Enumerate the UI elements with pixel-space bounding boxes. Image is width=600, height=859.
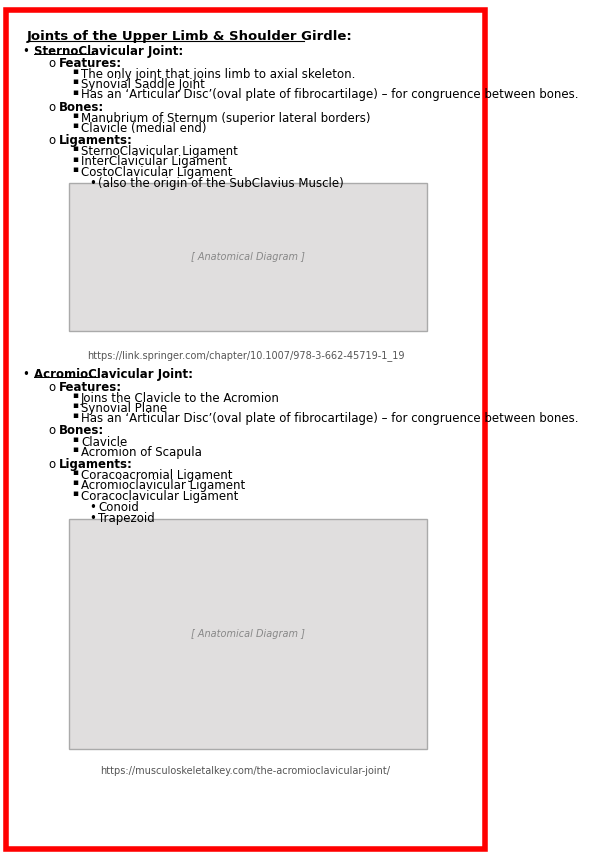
Text: Trapezoid: Trapezoid [98, 512, 155, 525]
Text: o: o [48, 134, 55, 147]
Text: Clavicle: Clavicle [81, 436, 127, 448]
Text: ▪: ▪ [72, 401, 78, 410]
Text: ▪: ▪ [72, 144, 78, 153]
Text: Joints of the Upper Limb & Shoulder Girdle:: Joints of the Upper Limb & Shoulder Gird… [27, 30, 353, 43]
Text: •: • [89, 501, 96, 514]
Text: Acromion of Scapula: Acromion of Scapula [81, 446, 202, 459]
Text: Coracoclavicular Ligament: Coracoclavicular Ligament [81, 490, 238, 503]
Text: ▪: ▪ [72, 111, 78, 119]
FancyBboxPatch shape [69, 519, 427, 749]
Text: [ Anatomical Diagram ]: [ Anatomical Diagram ] [191, 252, 305, 262]
Text: ▪: ▪ [72, 435, 78, 443]
Text: Manubrium of Sternum (superior lateral borders): Manubrium of Sternum (superior lateral b… [81, 112, 370, 125]
Text: https://musculoskeletalkey.com/the-acromioclavicular-joint/: https://musculoskeletalkey.com/the-acrom… [100, 766, 391, 777]
Text: ▪: ▪ [72, 445, 78, 454]
Text: Features:: Features: [59, 57, 122, 70]
FancyBboxPatch shape [69, 183, 427, 331]
Text: •: • [89, 512, 96, 525]
Text: Acromioclavicular Ligament: Acromioclavicular Ligament [81, 479, 245, 492]
Text: Conoid: Conoid [98, 501, 139, 514]
Text: o: o [48, 101, 55, 113]
Text: Has an ‘Articular Disc’(oval plate of fibrocartilage) – for congruence between b: Has an ‘Articular Disc’(oval plate of fi… [81, 412, 578, 425]
Text: https://link.springer.com/chapter/10.1007/978-3-662-45719-1_19: https://link.springer.com/chapter/10.100… [86, 350, 404, 361]
Text: Has an ‘Articular Disc’(oval plate of fibrocartilage) – for congruence between b: Has an ‘Articular Disc’(oval plate of fi… [81, 88, 578, 101]
Text: •: • [22, 45, 29, 58]
Text: o: o [48, 381, 55, 393]
Text: [ Anatomical Diagram ]: [ Anatomical Diagram ] [191, 629, 305, 639]
Text: Ligaments:: Ligaments: [59, 458, 133, 471]
Text: Coracoacromial Ligament: Coracoacromial Ligament [81, 469, 232, 482]
Text: ▪: ▪ [72, 121, 78, 130]
Text: CostoClavicular Ligament: CostoClavicular Ligament [81, 166, 232, 179]
Text: o: o [48, 57, 55, 70]
Text: Joins the Clavicle to the Acromion: Joins the Clavicle to the Acromion [81, 392, 280, 405]
Text: Ligaments:: Ligaments: [59, 134, 133, 147]
Text: AcromioClavicular Joint:: AcromioClavicular Joint: [34, 368, 193, 381]
Text: InterClavicular Ligament: InterClavicular Ligament [81, 155, 227, 168]
Text: Bones:: Bones: [59, 424, 104, 437]
Text: ▪: ▪ [72, 155, 78, 163]
Text: The only joint that joins limb to axial skeleton.: The only joint that joins limb to axial … [81, 68, 355, 81]
Text: ▪: ▪ [72, 411, 78, 420]
Text: Synovial Saddle Joint: Synovial Saddle Joint [81, 78, 205, 91]
Text: SternoClavicular Ligament: SternoClavicular Ligament [81, 145, 238, 158]
Text: SternoClavicular Joint:: SternoClavicular Joint: [34, 45, 184, 58]
Text: Bones:: Bones: [59, 101, 104, 113]
Text: Features:: Features: [59, 381, 122, 393]
Text: (also the origin of the SubClavius Muscle): (also the origin of the SubClavius Muscl… [98, 177, 344, 190]
Text: ▪: ▪ [72, 77, 78, 86]
Text: Clavicle (medial end): Clavicle (medial end) [81, 122, 206, 135]
Text: o: o [48, 424, 55, 437]
Text: •: • [89, 177, 96, 190]
Text: ▪: ▪ [72, 489, 78, 497]
Text: ▪: ▪ [72, 88, 78, 96]
Text: ▪: ▪ [72, 391, 78, 399]
Text: ▪: ▪ [72, 468, 78, 477]
Text: Synovial Plane: Synovial Plane [81, 402, 167, 415]
Text: o: o [48, 458, 55, 471]
Text: •: • [22, 368, 29, 381]
Text: ▪: ▪ [72, 67, 78, 76]
Text: ▪: ▪ [72, 165, 78, 174]
Text: ▪: ▪ [72, 478, 78, 487]
